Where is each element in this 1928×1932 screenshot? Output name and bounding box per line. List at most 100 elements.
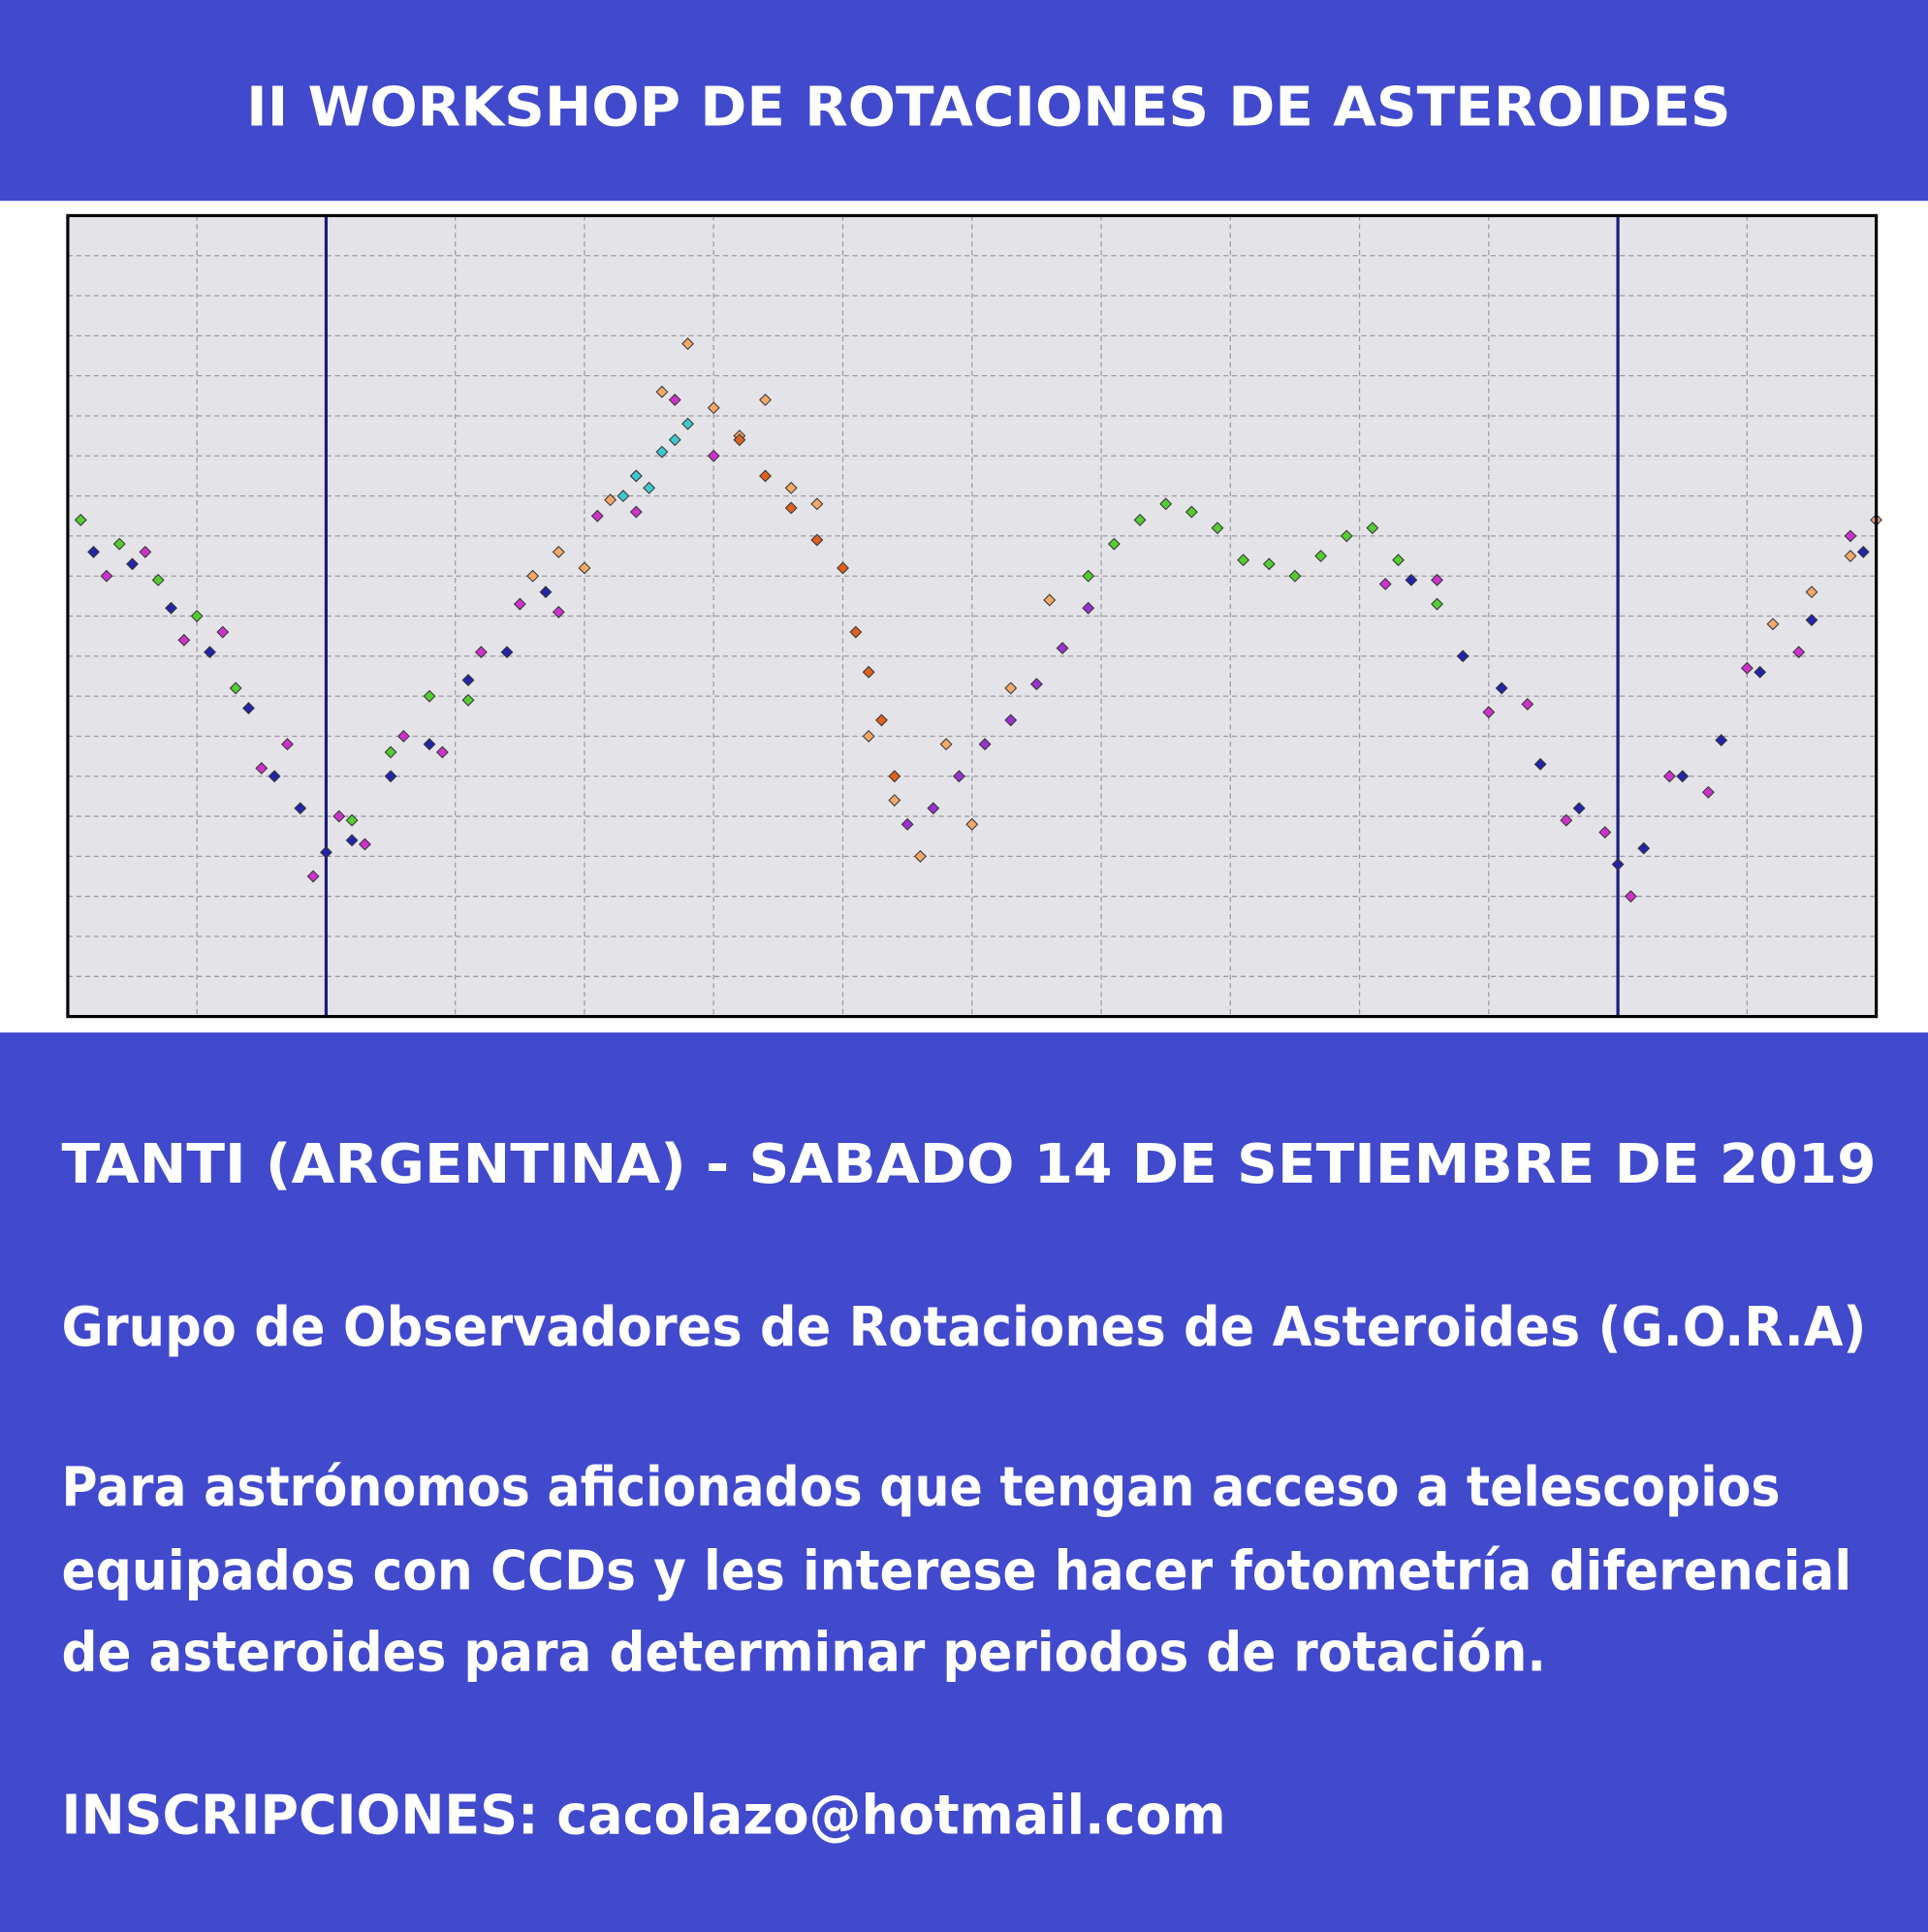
data-point [345,834,359,847]
data-point [1211,522,1224,535]
data-point [1662,770,1676,783]
data-point [461,674,475,687]
data-point [1624,890,1637,903]
data-point [306,870,320,883]
plot-frame [66,213,1879,1019]
data-point [1405,573,1418,586]
data-point [1572,802,1586,815]
data-point [733,433,746,447]
data-point [862,665,875,679]
data-point [681,417,695,430]
data-point [1431,573,1443,586]
data-point [281,738,294,751]
data-point [1340,529,1353,543]
data-point [604,493,617,507]
data-point [914,849,927,863]
data-point [1288,569,1302,583]
data-point [294,802,307,815]
data-point [1185,505,1198,519]
data-point [1701,785,1715,799]
data-point [1521,697,1534,711]
data-point [810,497,824,511]
data-point [384,745,397,759]
data-point [474,646,488,659]
data-point [1792,646,1806,659]
data-point [810,533,824,547]
data-point [888,770,901,783]
data-point [629,469,643,483]
data-point [655,445,669,459]
group-line: Grupo de Observadores de Rotaciones de A… [62,1296,1867,1359]
data-point [1082,569,1095,583]
data-point [332,809,346,823]
data-point [978,738,992,751]
plot [67,214,1883,1018]
data-point [87,545,100,558]
data-point [513,597,526,611]
data-point [1392,554,1405,567]
data-point [1029,678,1043,691]
description-line: equipados con CCDs y les interese hacer … [62,1540,1852,1603]
data-point [552,545,565,558]
data-point [1856,545,1870,558]
data-point [862,730,875,743]
data-point [1598,826,1612,839]
data-point [1366,522,1379,535]
data-point [552,605,565,618]
data-point [268,770,281,783]
data-point [255,762,269,775]
data-point [1766,618,1780,631]
data-point [358,838,371,851]
data-point [837,561,849,575]
data-point [759,469,772,483]
data-point [435,745,449,759]
data-point [1637,841,1651,855]
data-point [1482,706,1496,719]
data-point [1004,713,1018,727]
data-point [100,569,113,583]
data-point [190,610,204,622]
data-point [396,730,410,743]
data-point [423,738,436,751]
data-point [1082,601,1095,615]
data-point [526,569,540,583]
data-point [1844,529,1857,543]
data-point [112,537,126,551]
data-point [423,689,436,703]
data-point [126,557,139,571]
data-point [151,573,165,586]
data-point [165,601,177,615]
data-point [1237,554,1250,567]
data-point [629,505,643,519]
data-point [759,394,772,406]
data-point [1262,557,1276,571]
event-line: TANTI (ARGENTINA) - SABADO 14 DE SETIEMB… [62,1133,1877,1196]
data-point [177,633,191,647]
data-point [1844,550,1857,562]
data-point [500,646,514,659]
data-point [849,625,863,639]
registration-line: INSCRIPCIONES: cacolazo@hotmail.com [62,1784,1226,1847]
data-point [1560,813,1573,827]
data-point [1805,614,1818,627]
data-point [1004,681,1018,695]
data-point [616,490,630,503]
data-point [643,481,656,494]
data-point [1611,858,1625,871]
data-point [539,586,553,599]
data-point [952,770,965,783]
data-point [229,681,242,695]
data-point [784,501,798,515]
data-point [139,545,152,558]
data-point [1133,513,1147,526]
data-point [1740,661,1754,675]
data-point [1715,734,1728,747]
data-point [655,385,669,398]
data-point [668,394,681,406]
data-point [1314,550,1328,562]
data-point [1107,537,1121,551]
data-point [668,433,681,447]
description-line: de asteroides para determinar periodos d… [62,1622,1546,1685]
